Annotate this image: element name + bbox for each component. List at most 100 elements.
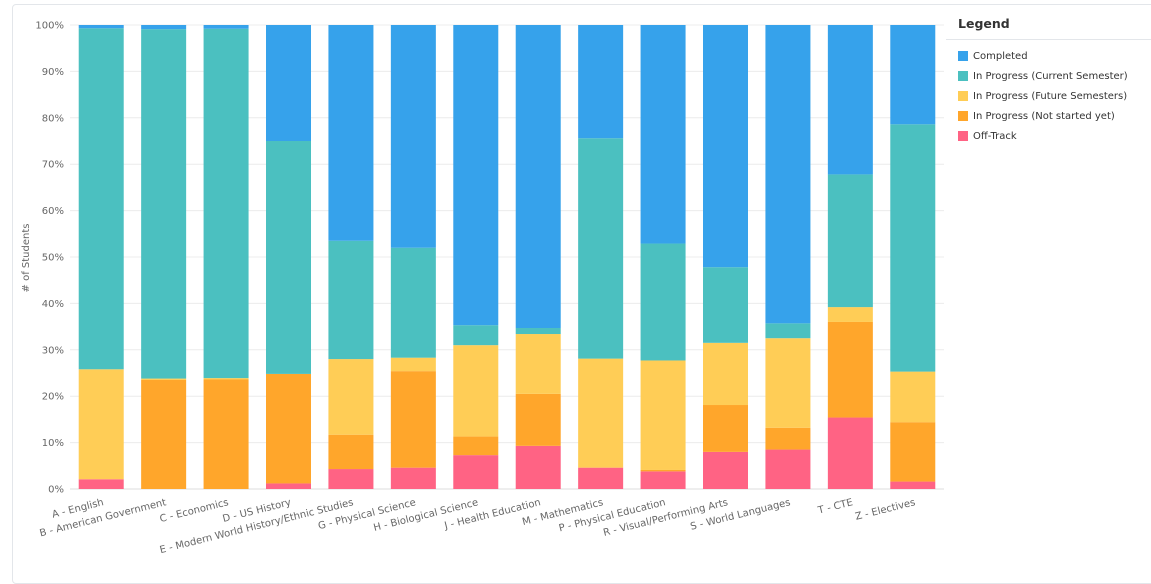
- bar-segment[interactable]: [827, 417, 873, 489]
- y-tick-label: 0%: [48, 485, 64, 496]
- bar-segment[interactable]: [453, 25, 499, 326]
- bar-segment[interactable]: [328, 25, 374, 241]
- bar-segment[interactable]: [78, 25, 124, 29]
- bar-segment[interactable]: [827, 321, 873, 418]
- bar-segment[interactable]: [640, 243, 686, 361]
- bar-segment[interactable]: [578, 138, 624, 359]
- legend-item[interactable]: Completed: [958, 46, 1151, 66]
- bar-segment[interactable]: [390, 25, 436, 248]
- bar-segment[interactable]: [703, 451, 748, 489]
- bar-segment[interactable]: [890, 371, 936, 423]
- y-tick-label: 40%: [42, 299, 64, 310]
- bar-segment[interactable]: [141, 378, 187, 380]
- legend-swatch: [958, 111, 968, 121]
- bar-segment[interactable]: [640, 25, 686, 244]
- bar-segment[interactable]: [78, 28, 124, 370]
- legend-swatch: [958, 131, 968, 141]
- x-tick-label: C - Economics: [159, 497, 230, 525]
- y-tick-label: 20%: [42, 392, 64, 403]
- gridlines: [70, 24, 944, 490]
- bar-segment[interactable]: [141, 25, 187, 30]
- legend-item[interactable]: In Progress (Current Semester): [958, 66, 1151, 86]
- legend-label: Off-Track: [973, 130, 1017, 142]
- bar-segment[interactable]: [703, 267, 748, 343]
- bar-segment[interactable]: [640, 471, 686, 489]
- y-tick-label: 60%: [42, 206, 64, 217]
- bars: [78, 25, 936, 489]
- bar-segment[interactable]: [515, 393, 561, 446]
- legend-swatch: [958, 71, 968, 81]
- legend-item[interactable]: In Progress (Not started yet): [958, 106, 1151, 126]
- y-tick-label: 100%: [35, 21, 64, 32]
- bar-segment[interactable]: [203, 379, 249, 489]
- bar-segment[interactable]: [78, 369, 124, 480]
- bar-segment[interactable]: [390, 357, 436, 372]
- legend-swatch: [958, 51, 968, 61]
- x-tick-label: T - CTE: [816, 497, 854, 516]
- bar-segment[interactable]: [765, 25, 811, 324]
- bar-segment[interactable]: [890, 422, 936, 482]
- bar-segment[interactable]: [515, 445, 561, 489]
- y-tick-label: 90%: [42, 67, 64, 78]
- legend-label: In Progress (Not started yet): [973, 110, 1115, 122]
- legend-label: Completed: [973, 50, 1028, 62]
- bar-segment[interactable]: [640, 360, 686, 470]
- bar-segment[interactable]: [328, 359, 374, 435]
- bar-segment[interactable]: [890, 481, 936, 489]
- legend: Legend Completed In Progress (Current Sem…: [946, 10, 1151, 146]
- bar-segment[interactable]: [703, 405, 748, 452]
- bar-segment[interactable]: [266, 373, 311, 484]
- bar-segment[interactable]: [203, 25, 249, 29]
- bar-segment[interactable]: [578, 358, 624, 468]
- bar-segment[interactable]: [141, 379, 187, 489]
- y-tick-label: 80%: [42, 113, 64, 124]
- bar-segment[interactable]: [515, 25, 561, 328]
- bar-segment[interactable]: [453, 345, 499, 437]
- bar-segment[interactable]: [578, 467, 624, 489]
- bar-segment[interactable]: [328, 240, 374, 360]
- bar-segment[interactable]: [390, 467, 436, 489]
- bar-segment[interactable]: [890, 25, 936, 125]
- bar-segment[interactable]: [78, 479, 124, 489]
- bar-segment[interactable]: [765, 338, 811, 428]
- stacked-bar-chart: 0% 10% 20% 30% 40% 50% 60% 70% 80% 90% 100% A - En…: [21, 21, 944, 556]
- legend-list: Completed In Progress (Current Semester) I…: [946, 40, 1151, 146]
- legend-item[interactable]: Off-Track: [958, 126, 1151, 146]
- bar-segment[interactable]: [266, 483, 311, 489]
- bar-segment[interactable]: [515, 327, 561, 335]
- bar-segment[interactable]: [703, 342, 748, 406]
- bar-segment[interactable]: [827, 307, 873, 322]
- bar-segment[interactable]: [765, 323, 811, 339]
- bar-segment[interactable]: [765, 427, 811, 450]
- bar-segment[interactable]: [453, 455, 499, 489]
- legend-label: In Progress (Current Semester): [973, 70, 1128, 82]
- bar-segment[interactable]: [141, 29, 187, 379]
- y-tick-label: 30%: [42, 345, 64, 356]
- y-tick-label: 70%: [42, 160, 64, 171]
- bar-segment[interactable]: [703, 25, 748, 268]
- bar-segment[interactable]: [328, 434, 374, 470]
- bar-segment[interactable]: [453, 436, 499, 456]
- bar-segment[interactable]: [203, 378, 249, 380]
- bar-segment[interactable]: [890, 124, 936, 372]
- bar-segment[interactable]: [640, 469, 686, 472]
- bar-segment[interactable]: [827, 25, 873, 175]
- bar-segment[interactable]: [266, 141, 311, 374]
- legend-swatch: [958, 91, 968, 101]
- bar-segment[interactable]: [827, 174, 873, 308]
- bar-segment[interactable]: [453, 325, 499, 346]
- legend-label: In Progress (Future Semesters): [973, 90, 1128, 102]
- y-tick-label: 50%: [42, 253, 64, 264]
- y-tick-label: 10%: [42, 438, 64, 449]
- bar-segment[interactable]: [390, 371, 436, 468]
- bar-segment[interactable]: [515, 334, 561, 394]
- legend-item[interactable]: In Progress (Future Semesters): [958, 86, 1151, 106]
- bar-segment[interactable]: [203, 28, 249, 379]
- bar-segment[interactable]: [578, 25, 624, 139]
- bar-segment[interactable]: [328, 469, 374, 489]
- legend-title: Legend: [946, 10, 1151, 40]
- bar-segment[interactable]: [765, 449, 811, 489]
- bar-segment[interactable]: [266, 25, 311, 141]
- bar-segment[interactable]: [390, 247, 436, 358]
